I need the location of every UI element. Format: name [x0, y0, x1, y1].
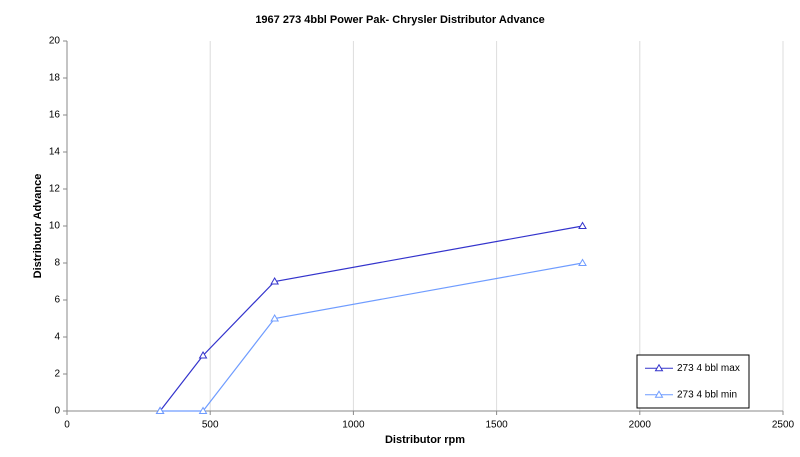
- marker: [578, 258, 587, 266]
- legend-box: [636, 354, 750, 409]
- series-line: [160, 262, 583, 412]
- y-tick-label: 0: [54, 406, 60, 417]
- y-tick-label: 12: [49, 184, 61, 195]
- x-tick-label: 1500: [485, 420, 508, 431]
- legend-label: 273 4 bbl min: [677, 389, 737, 400]
- x-tick-label: 2500: [772, 420, 795, 431]
- marker: [198, 406, 208, 414]
- marker: [578, 221, 587, 229]
- y-axis-label: Distributor Advance: [32, 174, 44, 279]
- y-tick-label: 10: [49, 221, 61, 232]
- marker: [270, 314, 280, 322]
- y-tick-label: 16: [49, 110, 61, 121]
- chart-title: 1967 273 4bbl Power Pak- Chrysler Distri…: [255, 14, 544, 26]
- y-tick-label: 2: [54, 369, 60, 380]
- x-axis-label: Distributor rpm: [385, 434, 465, 446]
- y-tick-label: 14: [49, 147, 61, 158]
- legend-marker: [654, 390, 664, 398]
- marker: [270, 277, 280, 285]
- x-tick-label: 2000: [629, 420, 652, 431]
- y-tick-label: 20: [49, 36, 61, 47]
- series-line: [159, 225, 583, 412]
- x-tick-label: 0: [64, 420, 70, 431]
- x-tick-label: 1000: [342, 420, 365, 431]
- y-tick-label: 8: [54, 258, 60, 269]
- legend-marker: [654, 363, 664, 372]
- marker: [155, 406, 165, 414]
- legend-label: 273 4 bbl max: [677, 363, 740, 374]
- marker: [198, 351, 208, 359]
- y-tick-label: 4: [54, 332, 60, 343]
- x-tick-label: 500: [202, 420, 219, 431]
- y-tick-label: 6: [54, 295, 60, 306]
- y-tick-label: 18: [49, 73, 61, 84]
